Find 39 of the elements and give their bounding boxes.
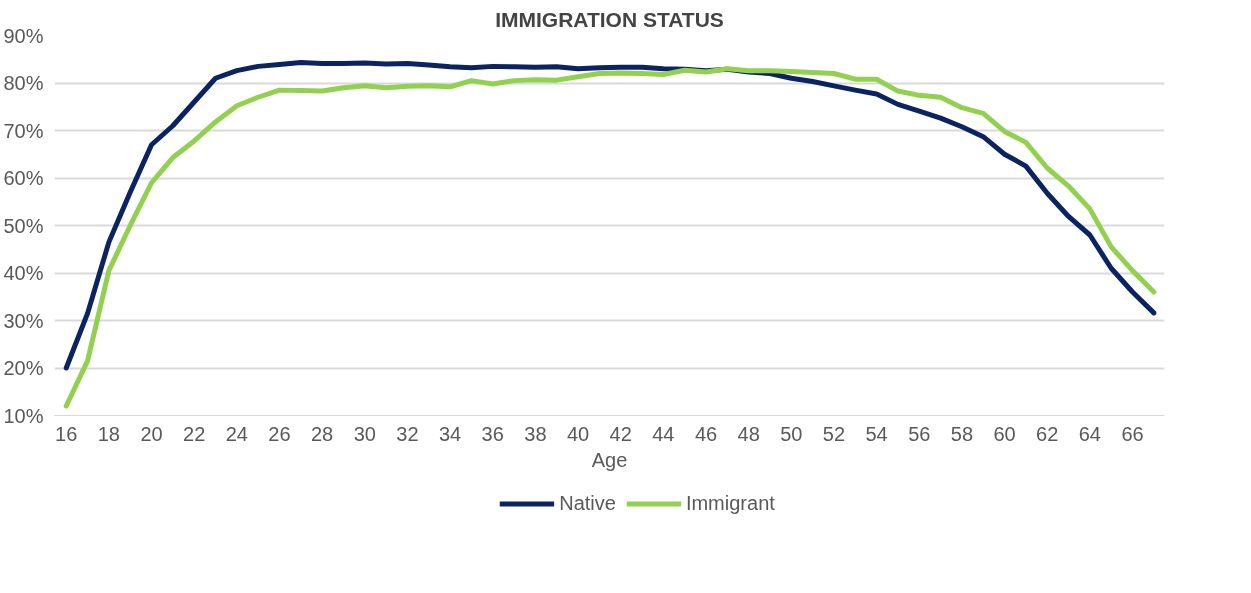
y-tick-label: 50%: [3, 214, 44, 237]
x-tick-label: 52: [822, 422, 846, 445]
y-tick-label: 70%: [3, 119, 44, 142]
x-tick-label: 28: [311, 422, 334, 445]
x-tick-label: 58: [950, 422, 974, 445]
x-tick-label: 46: [694, 422, 718, 445]
x-tick-label: 54: [865, 422, 888, 445]
x-tick-label: 32: [396, 422, 419, 445]
x-tick-label: 60: [993, 422, 1016, 445]
x-tick-label: 24: [225, 422, 248, 445]
x-tick-label: 16: [55, 422, 78, 445]
x-tick-label: 40: [566, 422, 590, 445]
y-tick-label: 80%: [3, 72, 44, 94]
chart-title: IMMIGRATION STATUS: [495, 7, 724, 31]
y-tick-label: 20%: [3, 357, 44, 379]
legend-label: Immigrant: [685, 491, 775, 515]
y-tick-label: 90%: [3, 24, 44, 47]
x-tick-label: 62: [1036, 422, 1059, 445]
x-axis-title: Age: [591, 448, 628, 471]
x-tick-label: 30: [353, 422, 376, 445]
x-tick-label: 44: [652, 422, 675, 445]
x-tick-label: 36: [481, 422, 504, 445]
y-tick-label: 60%: [3, 167, 44, 189]
y-tick-label: 10%: [3, 404, 44, 427]
x-tick-label: 66: [1121, 422, 1144, 445]
legend-label: Native: [559, 491, 616, 515]
x-tick-label: 18: [97, 422, 121, 445]
y-tick-label: 40%: [3, 262, 44, 284]
x-tick-label: 22: [183, 422, 206, 445]
x-tick-label: 20: [140, 422, 163, 445]
x-tick-label: 34: [438, 422, 462, 445]
x-tick-label: 38: [524, 422, 547, 445]
y-tick-label: 30%: [3, 309, 44, 332]
x-tick-label: 50: [780, 422, 803, 445]
x-tick-label: 48: [737, 422, 760, 445]
x-tick-label: 64: [1078, 422, 1101, 445]
x-tick-label: 42: [609, 422, 632, 445]
x-tick-label: 56: [908, 422, 931, 445]
x-tick-label: 26: [268, 422, 291, 445]
